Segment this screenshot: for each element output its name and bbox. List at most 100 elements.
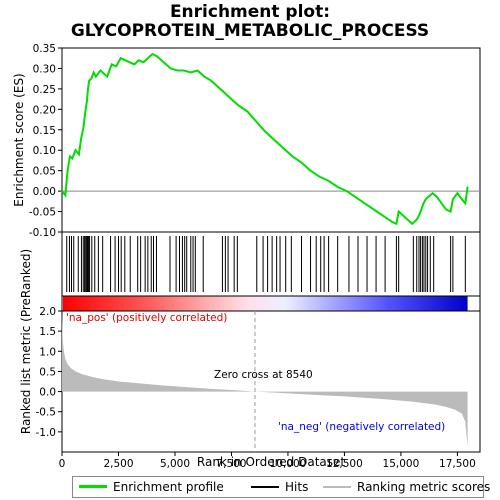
- legend-ranking-swatch: [323, 486, 351, 488]
- enrichment-point: [83, 116, 86, 119]
- enrichment-point: [355, 196, 357, 198]
- metric-frame: [61, 310, 481, 453]
- metric-y-tick-label: -0.5: [36, 407, 57, 419]
- enrichment-point: [169, 67, 172, 70]
- ranked-bar-panel: [61, 295, 481, 312]
- negative-correlation-label: 'na_neg' (negatively correlated): [278, 421, 445, 433]
- enrichment-point: [99, 69, 102, 72]
- enrichment-point: [420, 208, 422, 211]
- es-y-tick-label: -0.05: [29, 207, 56, 219]
- enrichment-point: [183, 69, 185, 72]
- enrichment-point: [80, 137, 82, 139]
- enrichment-point: [255, 121, 257, 123]
- enrichment-point: [74, 149, 77, 151]
- hits-frame: [61, 231, 481, 297]
- legend-enrichment-swatch: [79, 485, 107, 488]
- enrichment-point: [291, 155, 294, 157]
- enrichment-point: [466, 186, 469, 188]
- enrichment-point: [219, 88, 221, 90]
- hits-panel: [61, 231, 481, 297]
- metric-y-tick-label: 1.5: [39, 326, 56, 338]
- legend-enrichment-label: Enrichment profile: [113, 480, 224, 494]
- enrichment-point: [95, 76, 97, 78]
- enrichment-point: [78, 153, 80, 155]
- enrichment-point: [120, 57, 122, 59]
- metric-y-tick-label: 1.0: [39, 346, 56, 358]
- enrichment-point: [456, 192, 459, 194]
- enrichment-point: [210, 80, 212, 82]
- metric-x-tick-label: 2,500: [103, 458, 133, 470]
- enrichment-point: [346, 190, 348, 192]
- metric-x-axis-label: Rank in Ordered Dataset: [197, 455, 345, 469]
- enrichment-point: [395, 223, 397, 225]
- metric-x-tick-label: 15,000: [383, 458, 420, 470]
- enrichment-point: [147, 57, 149, 59]
- enrichment-point: [300, 161, 303, 164]
- zero-cross-label: Zero cross at 8540: [214, 369, 313, 381]
- metric-x-tick-label: 10,000: [270, 458, 307, 470]
- enrichment-point: [318, 176, 321, 178]
- es-plot-frame: [61, 47, 481, 233]
- enrichment-point: [246, 110, 248, 112]
- enrichment-point: [115, 65, 117, 67]
- enrichment-point: [71, 157, 73, 159]
- enrichment-point: [402, 215, 404, 217]
- es-y-tick-label: -0.10: [29, 227, 56, 239]
- es-y-tick-label: 0.25: [33, 84, 56, 96]
- enrichment-point: [106, 76, 108, 78]
- legend: Enrichment profile Hits Ranking metric s…: [72, 476, 490, 498]
- enrichment-point: [445, 208, 447, 211]
- enrichment-point: [85, 108, 87, 110]
- enrichment-point: [138, 59, 140, 61]
- metric-x-tick-label: 5,000: [160, 458, 190, 470]
- enrichment-point: [407, 219, 409, 221]
- enrichment-point: [450, 210, 452, 213]
- enrichment-point: [61, 190, 63, 192]
- enrichment-point: [418, 215, 420, 217]
- metric-panel: -1.0 -0.5 0.0 0.5 1.0 1.5 2.0 0 2,500 5,000 7,500 1…: [19, 249, 481, 470]
- metric-x-tick-label: 17,500: [439, 458, 476, 470]
- enrichment-point: [88, 80, 90, 82]
- enrichment-point: [64, 194, 66, 196]
- legend-hits-label: Hits: [285, 480, 309, 494]
- enrichment-point: [69, 155, 71, 157]
- enrichment-point: [190, 71, 192, 74]
- enrichment-point: [282, 147, 285, 149]
- enrichment-point: [228, 96, 230, 98]
- enrichment-point: [93, 71, 95, 74]
- metric-y-tick-label: 0.0: [39, 387, 56, 399]
- enrichment-point: [151, 53, 153, 55]
- es-y-axis-label: Enrichment score (ES): [12, 73, 26, 206]
- enrichment-point: [382, 215, 384, 217]
- chart-title-line2: GLYCOPROTEIN_METABOLIC_PROCESS: [70, 21, 430, 41]
- es-panel: -0.10 -0.05 0.00 0.05 0.10 0.15 0.20 0.25 0.30 0.…: [12, 43, 481, 239]
- enrichment-point: [111, 63, 113, 65]
- enrichment-point: [440, 202, 443, 204]
- es-y-tick-label: 0.00: [33, 186, 56, 198]
- metric-y-tick-label: -1.0: [36, 427, 57, 439]
- es-y-tick-label: 0.35: [33, 43, 56, 55]
- es-y-tick-label: 0.30: [33, 63, 56, 75]
- enrichment-point: [309, 170, 312, 172]
- metric-y-axis-label: Ranked list metric (PreRanked): [19, 249, 33, 434]
- enrichment-point: [273, 139, 275, 141]
- legend-hits-swatch: [251, 486, 279, 488]
- enrichment-point: [86, 100, 88, 102]
- ranked-color-bar: [63, 296, 468, 311]
- enrichment-point: [124, 59, 126, 61]
- metric-y-tick-label: 2.0: [39, 306, 56, 318]
- enrichment-point: [156, 55, 158, 57]
- metric-x-tick-label: 7,500: [216, 458, 246, 470]
- enrichment-point: [337, 186, 339, 188]
- enrichment-point: [398, 210, 400, 213]
- enrichment-point: [461, 198, 463, 200]
- metric-x-tick-label: 12,500: [326, 458, 363, 470]
- enrichment-point: [87, 88, 89, 90]
- enrichment-point: [411, 223, 413, 225]
- positive-correlation-label: 'na_pos' (positively correlated): [66, 312, 227, 324]
- es-y-tick-label: 0.10: [33, 145, 56, 157]
- enrichment-point: [142, 61, 144, 63]
- enrichment-point: [427, 196, 429, 198]
- enrichment-point: [452, 198, 454, 200]
